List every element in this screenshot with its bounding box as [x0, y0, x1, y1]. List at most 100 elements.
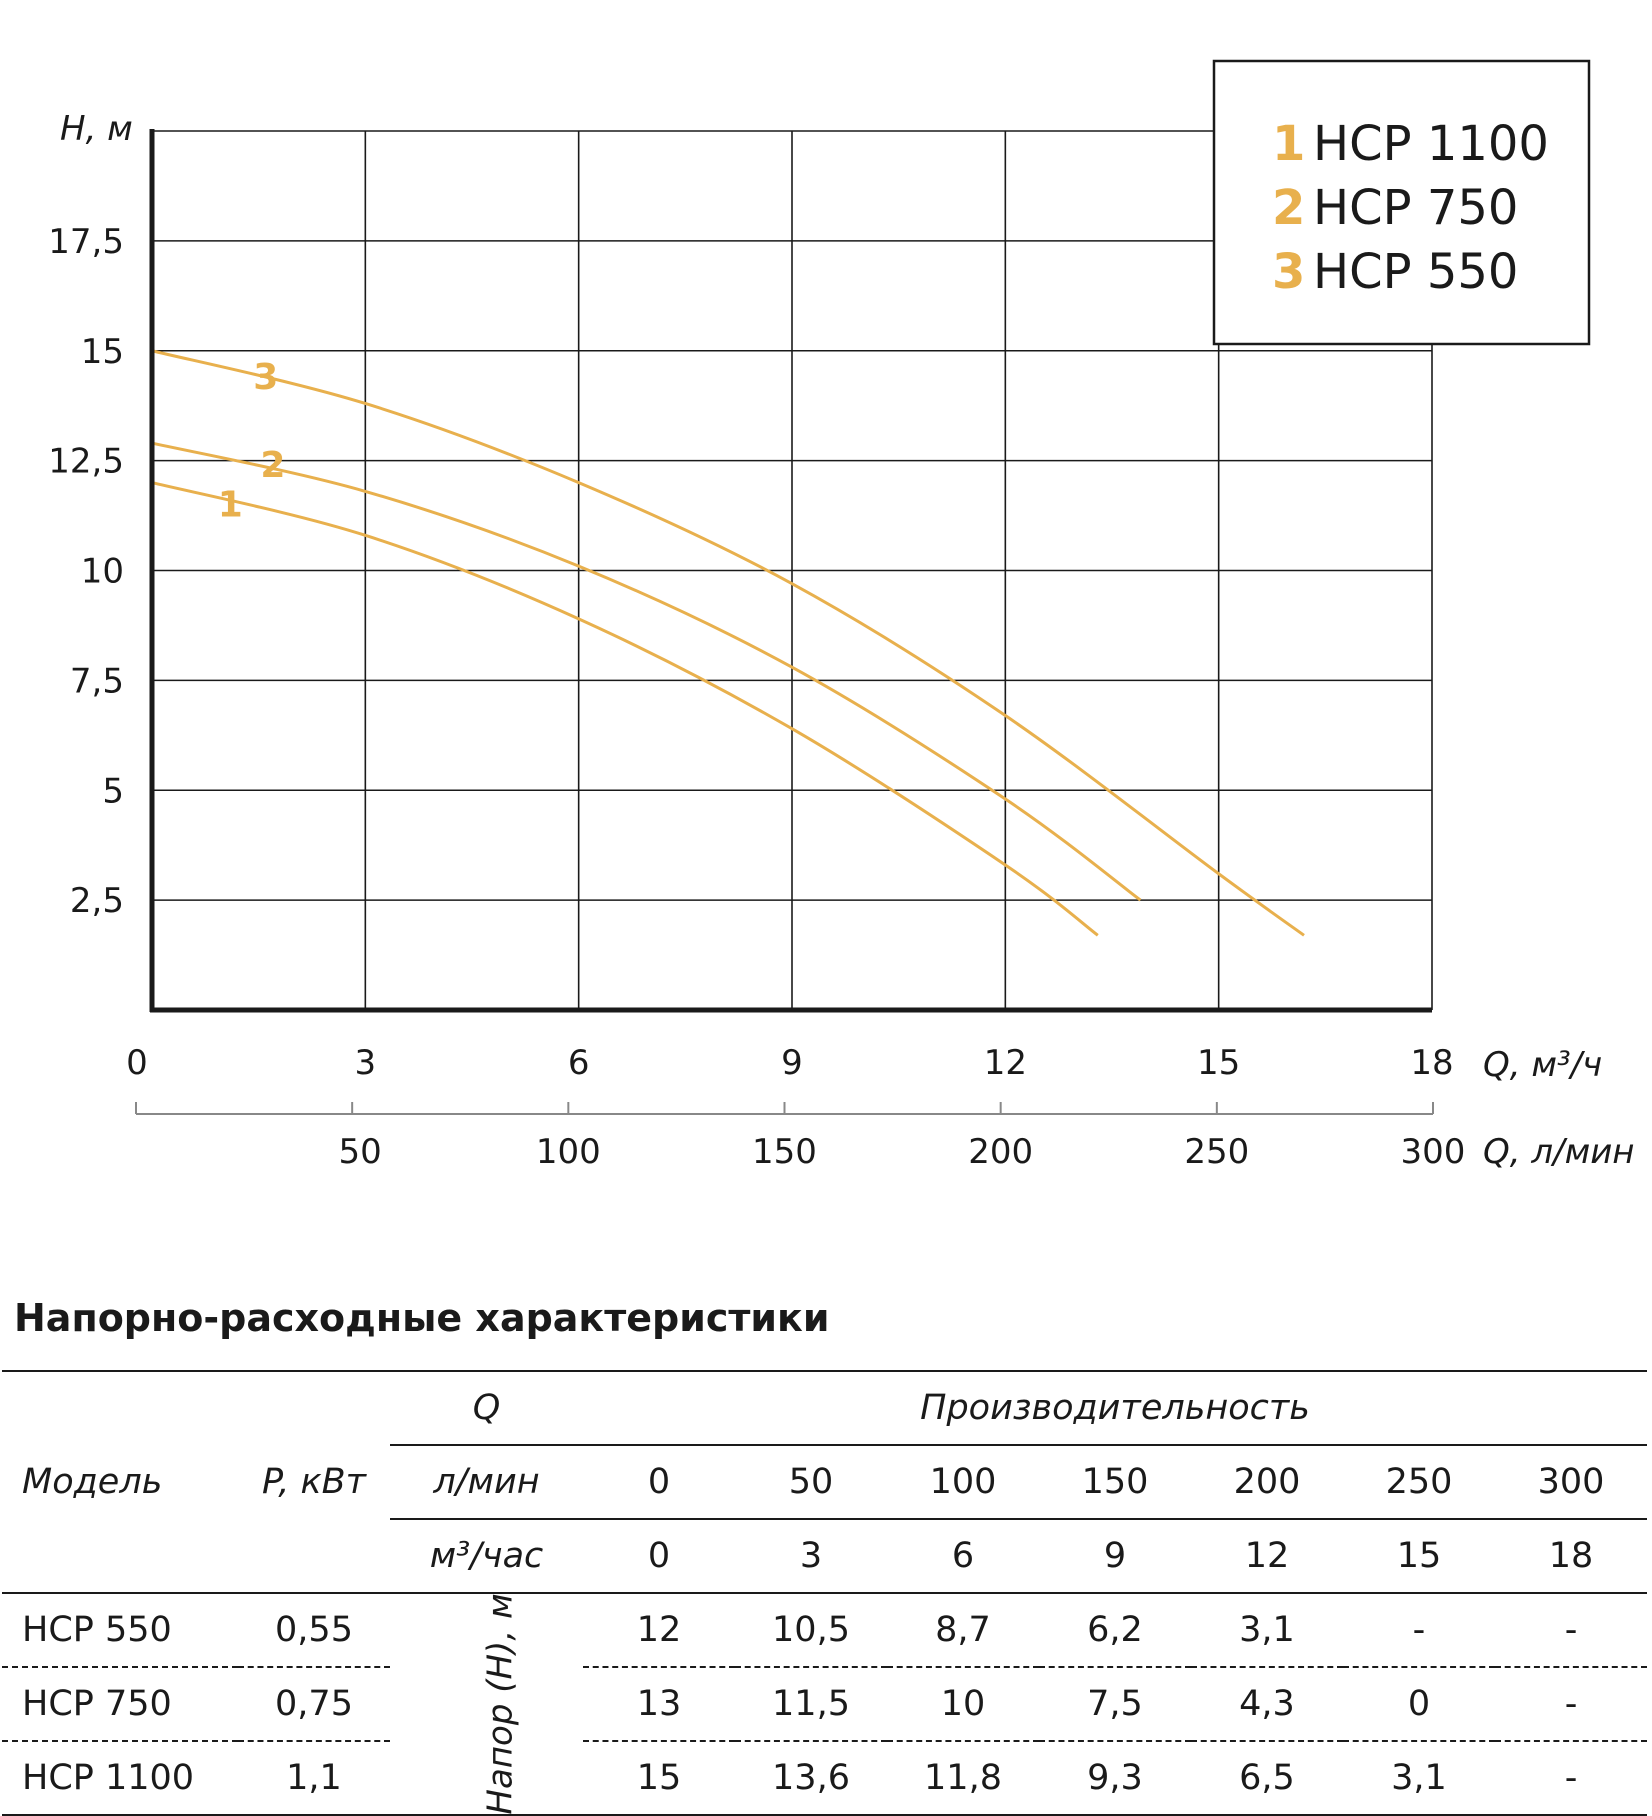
value-cell: 6,5	[1191, 1741, 1343, 1816]
power-cell: 0,75	[238, 1667, 390, 1742]
secondary-x-tick-label: 50	[339, 1132, 382, 1172]
secondary-x-tick-label: 150	[752, 1132, 817, 1172]
value-cell: 4,3	[1191, 1667, 1343, 1742]
y-tick-label: 2,5	[70, 881, 124, 921]
legend-number: 3	[1272, 244, 1305, 300]
value-cell: -	[1343, 1593, 1495, 1668]
legend-label: НСР 550	[1313, 244, 1518, 300]
secondary-x-tick-labels: 50 100 150 200 250 300	[135, 1102, 1466, 1172]
secondary-x-tick-label: 250	[1184, 1132, 1249, 1172]
secondary-x-tick-label: 200	[968, 1132, 1033, 1172]
curve-label-2: 2	[260, 445, 285, 486]
table-header-row-1: Модель P, кВт Q Производительность	[2, 1370, 1648, 1594]
flow-lmin-cell: 100	[887, 1445, 1039, 1520]
curve-label-3: 3	[253, 357, 278, 398]
value-cell: 0	[1343, 1667, 1495, 1742]
pump-curve-3	[151, 349, 1305, 937]
flow-m3h-cell: 0	[583, 1519, 735, 1594]
y-tick-labels: 2,5 5 7,5 10 12,5 15 17,5	[48, 222, 124, 921]
curve-label-1: 1	[218, 485, 243, 526]
legend-label: НСР 750	[1313, 180, 1518, 236]
flow-lmin-cell: 50	[735, 1445, 887, 1520]
unit-m3h: м³/час	[390, 1519, 583, 1594]
model-cell: НСР 750	[2, 1667, 238, 1742]
x-tick-label: 6	[568, 1043, 590, 1083]
chart-grid	[152, 130, 1433, 1010]
x-tick-label: 9	[781, 1043, 803, 1083]
x-tick-label: 18	[1410, 1043, 1453, 1083]
table-header-row-m3h: м³/час 0 3 6 9 12 15 18	[2, 1519, 1648, 1594]
secondary-x-axis-title: Q, л/мин	[1483, 1132, 1635, 1172]
value-cell: 10	[887, 1667, 1039, 1742]
y-axis-title: H, м	[60, 109, 133, 149]
performance-header: Производительность	[583, 1370, 1648, 1446]
value-cell: 13	[583, 1667, 735, 1742]
flow-lmin-cell: 200	[1191, 1445, 1343, 1520]
legend-box	[1212, 59, 1591, 346]
y-tick-label: 12,5	[48, 442, 124, 482]
x-tick-label: 3	[355, 1043, 377, 1083]
flow-lmin-cell: 150	[1039, 1445, 1191, 1520]
head-label: Напор (H), м	[480, 1593, 521, 1815]
legend-label: НСР 1100	[1313, 116, 1549, 172]
chart-axes	[149, 129, 1432, 1013]
x-tick-label: 0	[126, 1043, 148, 1083]
y-tick-label: 17,5	[48, 222, 124, 262]
y-tick-label: 10	[81, 552, 124, 592]
value-cell: 9,3	[1039, 1741, 1191, 1816]
y-tick-label: 7,5	[70, 661, 124, 701]
flow-m3h-cell: 18	[1495, 1519, 1648, 1594]
value-cell: 7,5	[1039, 1667, 1191, 1742]
model-cell: НСР 1100	[2, 1741, 238, 1816]
x-axis-title: Q, м³/ч	[1483, 1045, 1602, 1085]
q-header: Q	[390, 1370, 583, 1446]
flow-m3h-cell: 15	[1343, 1519, 1495, 1594]
curve-number-labels: 12 3	[218, 357, 286, 525]
value-cell: 11,5	[735, 1667, 887, 1742]
y-tick-label: 5	[102, 771, 124, 811]
value-cell: -	[1495, 1667, 1648, 1742]
table-row: НСР 750 0,75 13 11,5 10 7,5 4,3 0 -	[2, 1667, 1648, 1742]
power-cell: 0,55	[238, 1593, 390, 1668]
power-header: P, кВт	[238, 1370, 390, 1594]
model-header: Модель	[2, 1370, 238, 1594]
x-tick-labels: 0 3 6 9 12 15 18	[126, 1043, 1453, 1083]
table-row: НСР 550 0,55 Напор (H), м 12 10,5 8,7 6,…	[2, 1593, 1648, 1816]
value-cell: 3,1	[1191, 1593, 1343, 1668]
legend-number: 2	[1272, 180, 1305, 236]
secondary-x-tick-label: 300	[1401, 1132, 1466, 1172]
value-cell: -	[1495, 1593, 1648, 1668]
y-tick-label: 15	[81, 332, 124, 372]
flow-lmin-cell: 0	[583, 1445, 735, 1520]
x-tick-label: 12	[984, 1043, 1027, 1083]
performance-table: Модель P, кВт Q Производительность л/мин…	[2, 1370, 1648, 1816]
flow-lmin-cell: 300	[1495, 1445, 1648, 1520]
power-cell: 1,1	[238, 1741, 390, 1816]
unit-lmin: л/мин	[390, 1445, 583, 1520]
value-cell: 6,2	[1039, 1593, 1191, 1668]
secondary-x-tick-label: 100	[536, 1132, 601, 1172]
legend-number: 1	[1272, 116, 1305, 172]
flow-m3h-cell: 12	[1191, 1519, 1343, 1594]
x-tick-label: 15	[1197, 1043, 1240, 1083]
pump-curve-2	[151, 441, 1142, 902]
value-cell: 3,1	[1343, 1741, 1495, 1816]
value-cell: 12	[583, 1593, 735, 1668]
value-cell: 8,7	[887, 1593, 1039, 1668]
table-row: НСР 1100 1,1 15 13,6 11,8 9,3 6,5 3,1 -	[2, 1741, 1648, 1816]
head-label-cell: Напор (H), м	[390, 1593, 583, 1816]
value-cell: 15	[583, 1741, 735, 1816]
model-cell: НСР 550	[2, 1593, 238, 1668]
value-cell: 10,5	[735, 1593, 887, 1668]
table-header-row-lmin: л/мин 0 50 100 150 200 250 300	[2, 1445, 1648, 1520]
pump-curve-1	[151, 481, 1099, 937]
flow-m3h-cell: 9	[1039, 1519, 1191, 1594]
table-title: Напорно-расходные характеристики	[14, 1296, 830, 1340]
value-cell: -	[1495, 1741, 1648, 1816]
flow-m3h-cell: 6	[887, 1519, 1039, 1594]
flow-m3h-cell: 3	[735, 1519, 887, 1594]
chart-curves	[151, 349, 1305, 937]
